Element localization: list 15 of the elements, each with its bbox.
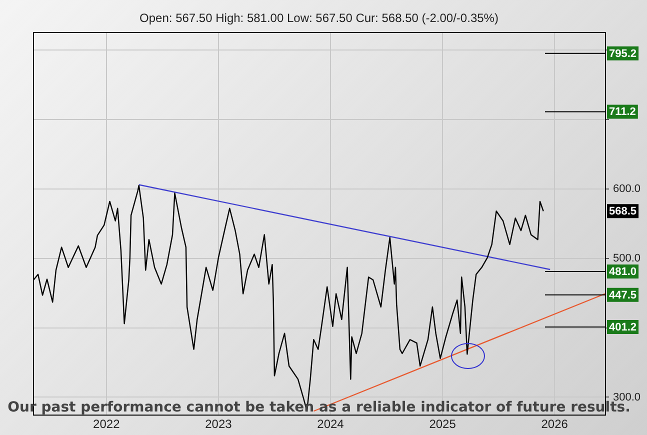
- ref-line-label: 481.0: [609, 266, 637, 278]
- x-tick-label: 2026: [541, 417, 568, 432]
- chart-subtitle: Open: 567.50 High: 581.00 Low: 567.50 Cur: 568.50 (-2.00/-0.35%): [140, 11, 498, 25]
- text: 568.5: [609, 206, 637, 218]
- ref-line-label: 795.2: [609, 48, 637, 60]
- ref-line-label: 401.2: [609, 322, 637, 334]
- x-tick-label: 2025: [429, 417, 456, 432]
- y-tick-label: 600.0: [613, 182, 641, 195]
- y-tick-label: 500.0: [613, 252, 641, 264]
- x-tick-label: 2024: [317, 417, 344, 432]
- ref-line-label: 711.2: [609, 106, 636, 118]
- x-tick-label: 2023: [205, 417, 232, 432]
- ref-line-label: 447.5: [609, 289, 637, 302]
- y-tick-label: 300.0: [613, 391, 641, 404]
- x-tick-label: 2022: [93, 417, 120, 432]
